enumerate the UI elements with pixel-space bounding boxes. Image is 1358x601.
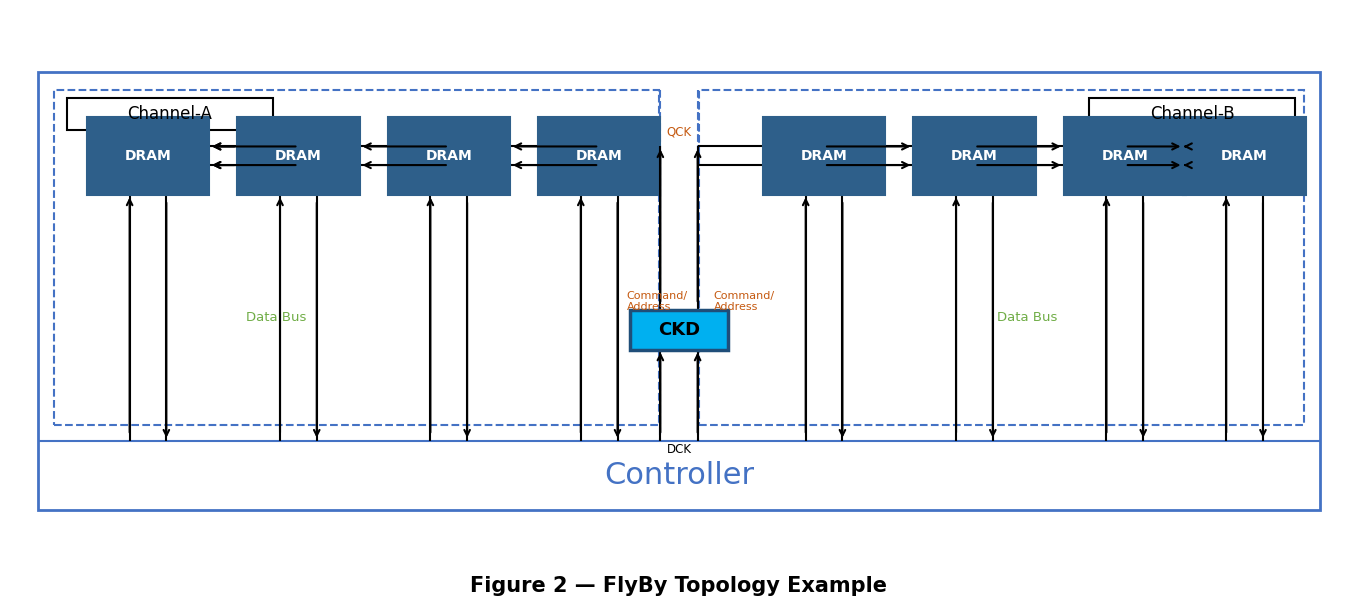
Bar [763,117,885,195]
Text: CKD: CKD [657,320,701,338]
Bar [238,117,360,195]
Text: DRAM: DRAM [951,149,998,163]
Bar [1063,117,1186,195]
Bar [53,90,659,424]
Bar [538,117,660,195]
Bar [1183,117,1306,195]
Bar [630,310,728,350]
Bar [699,90,1305,424]
Text: DRAM: DRAM [576,149,622,163]
Bar [67,98,273,130]
Text: DRAM: DRAM [125,149,171,163]
Bar [38,72,1320,510]
Text: Figure 2 — FlyBy Topology Example: Figure 2 — FlyBy Topology Example [470,576,888,596]
Text: DRAM: DRAM [1101,149,1149,163]
Text: Command/
Address: Command/ Address [713,291,774,313]
Text: DRAM: DRAM [276,149,322,163]
Text: Data Bus: Data Bus [246,311,307,324]
Text: Channel-A: Channel-A [128,105,212,123]
Text: Data Bus: Data Bus [998,311,1058,324]
Text: DCK: DCK [667,444,691,456]
Text: Controller: Controller [604,461,754,490]
Text: QCK: QCK [667,126,691,138]
Text: Command/
Address: Command/ Address [627,291,689,313]
Bar [1089,98,1296,130]
Bar [387,117,511,195]
Text: DRAM: DRAM [1221,149,1268,163]
Text: Channel-B: Channel-B [1150,105,1234,123]
Text: DRAM: DRAM [801,149,847,163]
Text: DRAM: DRAM [425,149,473,163]
Bar [913,117,1036,195]
Bar [87,117,209,195]
